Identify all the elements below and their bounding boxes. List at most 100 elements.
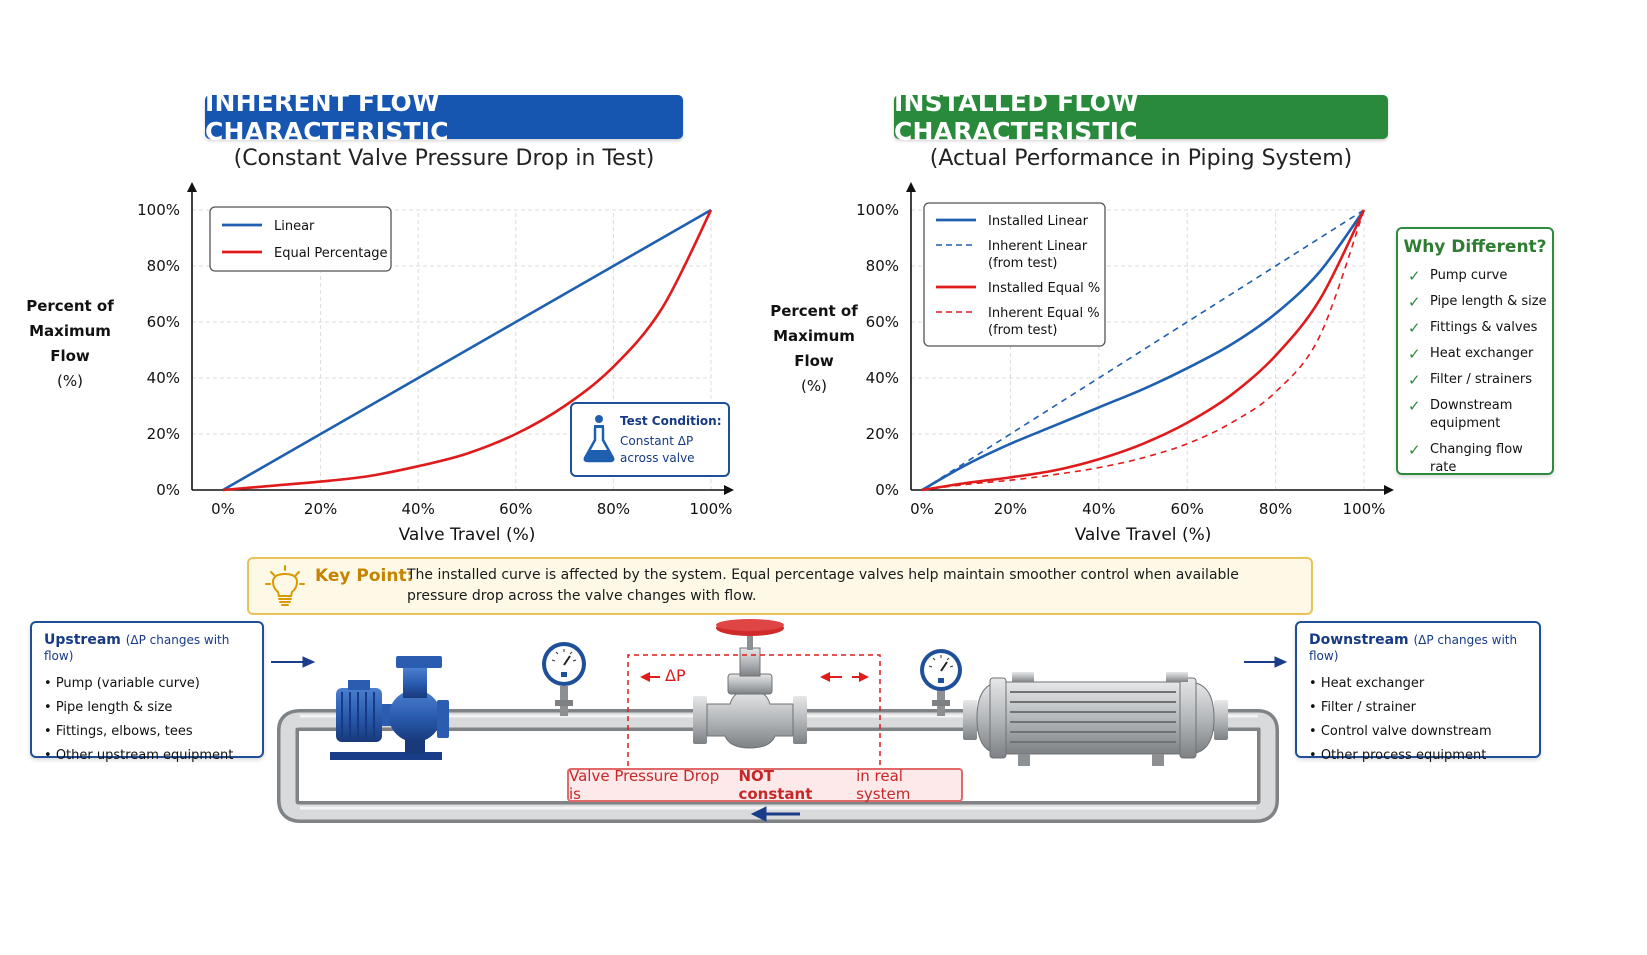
installed-y-axis-label: Percent of Maximum Flow (%) (754, 299, 874, 399)
pressure-gauge-icon (920, 649, 962, 716)
downstream-item: Control valve downstream (1309, 720, 1539, 744)
installed-banner-text: INSTALLED FLOW CHARACTERISTIC (894, 88, 1139, 146)
y-tick-label: 0% (875, 481, 899, 499)
lightbulb-icon (265, 565, 305, 606)
x-axis-label: Valve Travel (%) (399, 525, 536, 545)
why-item-label: Changing flow rate (1430, 442, 1523, 475)
check-icon: ✓ (1408, 441, 1421, 459)
x-tick-label: 60% (499, 500, 532, 518)
legend-label: Installed Equal % (988, 281, 1100, 296)
test-condition-box: Test Condition: Constant ΔP across valve (570, 402, 730, 477)
y-tick-label: 60% (866, 313, 899, 331)
installed-ylabel-unit: (%) (801, 377, 827, 395)
legend-label: Installed Linear (988, 214, 1089, 229)
inherent-banner: INHERENT FLOW CHARACTERISTIC (205, 88, 683, 146)
inherent-y-axis-label: Percent of Maximum Flow (%) (8, 294, 132, 394)
delta-p-region (627, 654, 881, 766)
upstream-heading: Upstream (ΔP changes with flow) (44, 632, 262, 664)
legend-box (209, 206, 392, 272)
downstream-item: Other process equipment (1309, 744, 1539, 768)
why-item-label: Downstream equipment (1430, 398, 1513, 431)
why-item: ✓ Changing flow rate (1408, 441, 1552, 477)
inherent-banner-text: INHERENT FLOW CHARACTERISTIC (205, 88, 449, 146)
y-tick-label: 100% (137, 201, 180, 219)
upstream-subtitle: (ΔP changes with flow) (44, 633, 230, 663)
legend-box (923, 202, 1106, 347)
why-item-label: Fittings & valves (1430, 320, 1538, 335)
y-axis-arrow-icon (906, 182, 916, 192)
x-tick-label: 40% (1082, 500, 1115, 518)
why-item-label: Filter / strainers (1430, 372, 1532, 387)
check-icon: ✓ (1408, 319, 1421, 337)
x-axis-label: Valve Travel (%) (1075, 525, 1212, 545)
series-line (921, 209, 1366, 492)
y-tick-label: 60% (147, 313, 180, 331)
why-item: ✓ Pump curve (1408, 267, 1552, 285)
legend-label: Linear (274, 219, 315, 234)
installed-subtitle: (Actual Performance in Piping System) (929, 146, 1353, 171)
x-tick-label: 100% (1343, 500, 1386, 518)
why-item: ✓ Filter / strainers (1408, 371, 1552, 389)
downstream-title: Downstream (1309, 632, 1409, 648)
x-tick-label: 0% (910, 500, 934, 518)
x-tick-label: 100% (690, 500, 733, 518)
upstream-list: Pump (variable curve) Pipe length & size… (44, 672, 262, 768)
x-tick-label: 20% (994, 500, 1027, 518)
why-item-label: Pipe length & size (1430, 294, 1547, 309)
installed-ylabel-line2: Maximum Flow (773, 327, 855, 370)
y-tick-label: 20% (147, 425, 180, 443)
downstream-box: Downstream (ΔP changes with flow) Heat e… (1295, 621, 1541, 763)
upstream-item: Pump (variable curve) (44, 672, 262, 696)
downstream-list: Heat exchanger Filter / strainer Control… (1309, 672, 1539, 768)
inherent-ylabel-line1: Percent of (26, 297, 114, 315)
why-different-box: Why Different? ✓ Pump curve ✓ Pipe length … (1396, 227, 1554, 475)
warning-bold: NOT constant (738, 767, 813, 803)
y-tick-label: 80% (147, 257, 180, 275)
control-valve-icon (693, 619, 807, 749)
upstream-item: Pipe length & size (44, 696, 262, 720)
downstream-item: Filter / strainer (1309, 696, 1539, 720)
series-line (921, 209, 1366, 492)
pressure-drop-warning: Valve Pressure Drop is NOT constant in r… (567, 767, 963, 803)
key-point-label: Key Point: (315, 566, 414, 586)
flask-icon (583, 415, 615, 463)
why-different-title: Why Different? (1403, 237, 1547, 257)
upstream-title: Upstream (44, 632, 121, 648)
inherent-ylabel-line2: Maximum Flow (29, 322, 111, 365)
flow-arrow-icon (271, 656, 1288, 822)
downstream-item: Heat exchanger (1309, 672, 1539, 696)
heat-exchanger-icon (963, 672, 1228, 766)
installed-chart: 0% 20% 40% 60% 80% 100% 0% 20% 40% 60% 80% 100% Valv… (856, 182, 1394, 545)
installed-ylabel-line1: Percent of (770, 302, 858, 320)
pump-icon (330, 656, 449, 760)
check-icon: ✓ (1408, 371, 1421, 389)
upstream-item: Other upstream equipment (44, 744, 262, 768)
installed-banner: INSTALLED FLOW CHARACTERISTIC (894, 88, 1388, 146)
downstream-heading: Downstream (ΔP changes with flow) (1309, 632, 1539, 664)
legend-label: Inherent Equal % (988, 306, 1100, 321)
warning-post: in real system (856, 767, 911, 803)
piping-diagram (271, 619, 1288, 823)
warning-pre: Valve Pressure Drop is (569, 767, 720, 803)
x-axis-arrow-icon (724, 485, 734, 495)
inherent-ylabel-unit: (%) (57, 372, 83, 390)
y-tick-label: 20% (866, 425, 899, 443)
why-item-label: Pump curve (1430, 268, 1508, 283)
check-icon: ✓ (1408, 345, 1421, 363)
y-tick-label: 40% (866, 369, 899, 387)
x-tick-label: 0% (211, 500, 235, 518)
why-different-list: ✓ Pump curve ✓ Pipe length & size ✓ Fitting… (1408, 267, 1552, 477)
x-tick-label: 40% (402, 500, 435, 518)
y-tick-label: 100% (856, 201, 899, 219)
test-condition-title: Test Condition: (620, 414, 722, 428)
y-tick-label: 80% (866, 257, 899, 275)
x-tick-label: 80% (1259, 500, 1292, 518)
x-tick-label: 80% (597, 500, 630, 518)
series-line (921, 209, 1365, 491)
x-tick-label: 20% (304, 500, 337, 518)
why-item: ✓ Downstream equipment (1408, 397, 1552, 433)
x-tick-label: 60% (1171, 500, 1204, 518)
upstream-item: Fittings, elbows, tees (44, 720, 262, 744)
why-item: ✓ Heat exchanger (1408, 345, 1552, 363)
test-condition-text: Constant ΔP across valve (620, 434, 695, 465)
